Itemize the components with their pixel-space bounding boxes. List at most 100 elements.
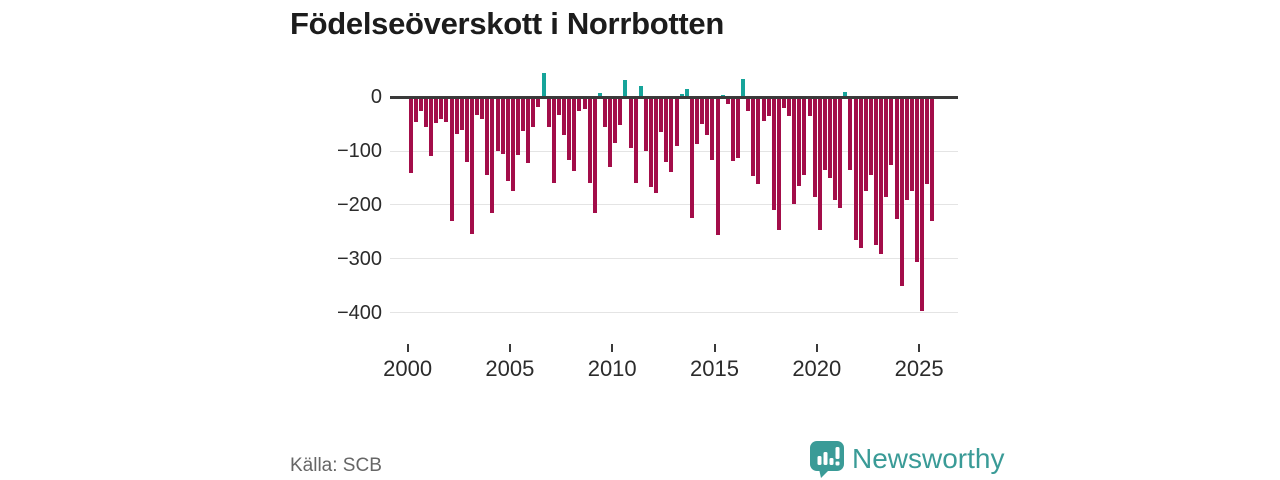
source-label: Källa: SCB [290,455,382,476]
bar [556,97,561,116]
bar [464,97,469,162]
x-axis-tick-label: 2025 [894,356,944,381]
bar [618,97,623,126]
bar [649,97,653,188]
bar [817,97,822,231]
bar [797,97,802,187]
bar [766,97,771,117]
bar [567,97,572,161]
bar [429,97,434,157]
bar [802,97,807,175]
bar [710,97,715,160]
bar [792,97,797,204]
bar [577,97,582,111]
x-axis-tick-mark [918,344,921,352]
bar [874,97,879,246]
bar [490,97,495,213]
bar [925,97,930,184]
bar [822,97,827,170]
bar [771,97,776,211]
bar [587,97,592,184]
bar [418,97,423,111]
bar [746,97,751,111]
bar [781,97,786,108]
bar [812,97,817,198]
bar [853,97,858,240]
x-axis-tick-mark [713,344,716,352]
y-axis-tick-label: −300 [336,247,382,270]
bar [638,86,643,98]
bar [909,97,914,192]
bar [485,97,490,176]
bar [408,97,413,173]
x-axis-tick-label: 2000 [383,356,433,381]
bar [608,97,613,168]
bar [715,97,720,236]
bar [510,97,515,192]
bar [536,97,541,107]
bar [828,97,833,178]
bar [449,97,454,222]
bar [679,94,684,98]
bar [546,97,551,128]
bar [848,97,853,170]
bar [730,97,735,161]
bar [761,97,766,121]
bar [843,91,848,98]
bar [807,97,812,117]
bar [833,97,838,200]
bar [423,97,428,127]
bar [597,92,602,98]
bar [602,97,607,127]
y-axis-tick-label: −100 [336,140,382,163]
bar [628,97,633,149]
x-axis-tick-mark [611,344,614,352]
x-axis-tick-label: 2020 [792,356,842,381]
bar [689,97,694,219]
bar [454,97,459,134]
bar [505,97,510,181]
zero-axis-line [390,95,958,99]
bar [434,97,439,124]
bar [725,97,730,105]
bar [623,80,628,98]
bar [480,97,485,119]
bar [879,97,884,255]
bar [659,97,664,133]
birth-surplus-bar-chart: 0 −100 −200 −300 −400 2000 2005 2010 2015 2020 20… [336,73,958,381]
bar [531,97,536,128]
bar [756,97,761,185]
newsworthy-wordmark: Newsworthy [852,443,1005,474]
bar [776,97,781,231]
x-axis-tick-label: 2010 [587,356,637,381]
gridline [390,258,958,260]
x-axis-tick-mark [406,344,409,352]
bar [613,97,618,144]
bar [899,97,904,287]
y-axis-tick-label: −200 [336,193,382,216]
newsworthy-speech-bubble-bar-chart-icon [810,441,844,478]
bar [894,97,899,220]
bar [516,97,520,155]
bar [868,97,873,176]
bar [787,97,792,117]
bar [541,73,546,98]
x-axis-tick-mark [508,344,511,352]
bar [526,97,531,164]
bar [500,97,505,154]
bar [495,97,500,152]
bar [889,97,894,165]
y-axis-tick-label: −400 [336,301,382,324]
bar [674,97,679,146]
bar [582,97,587,110]
bar [705,97,710,136]
bar [654,97,659,194]
bar [459,97,464,130]
bar [475,97,480,115]
gridline [390,312,958,313]
bar [695,97,700,145]
x-axis-tick-mark [815,344,818,352]
bar [669,97,674,172]
bar [572,97,577,171]
